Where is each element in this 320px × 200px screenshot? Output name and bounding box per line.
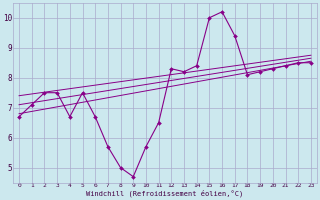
X-axis label: Windchill (Refroidissement éolien,°C): Windchill (Refroidissement éolien,°C) xyxy=(86,190,244,197)
